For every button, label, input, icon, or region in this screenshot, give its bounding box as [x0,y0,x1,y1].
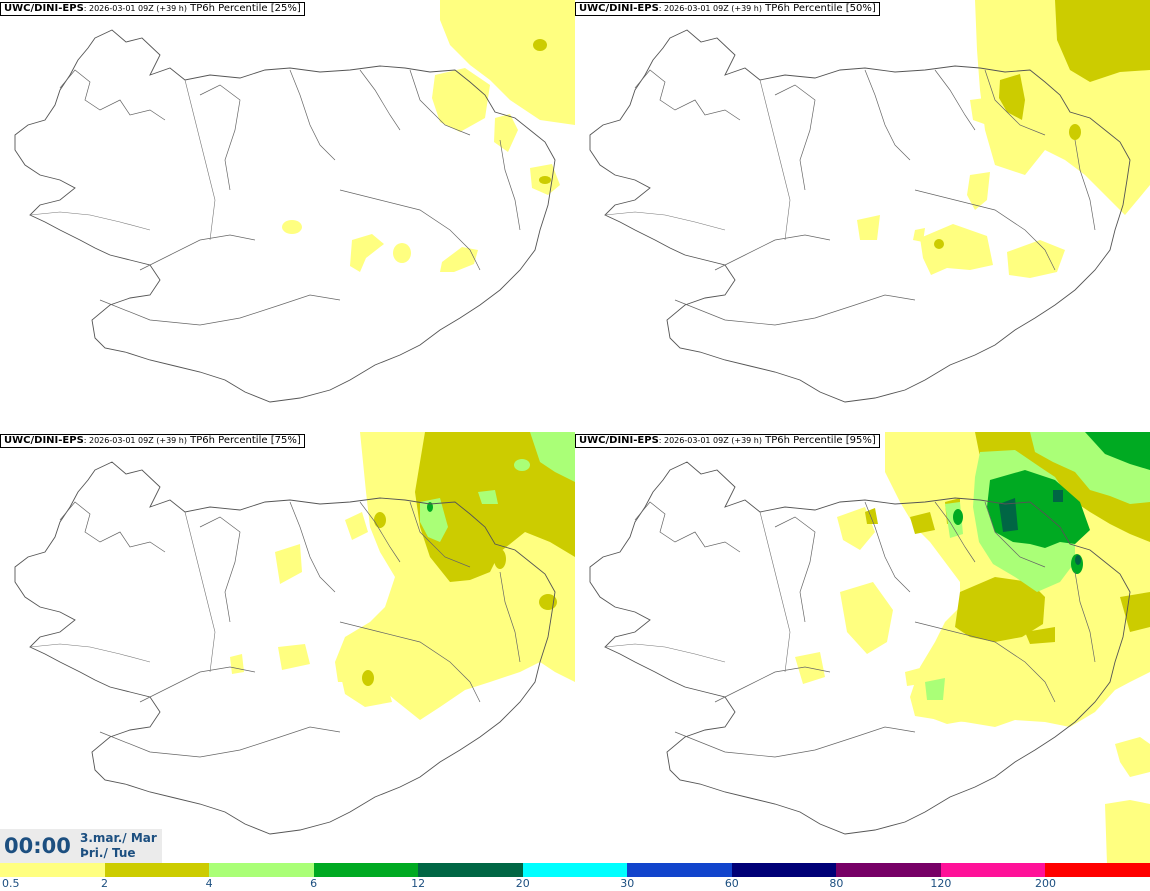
precip-map [589,432,1150,864]
colorbar-segment [940,863,1046,877]
map-panel-p95: UWC/DINI-EPS: 2026-03-01 09Z (+39 h) TP6… [575,432,1150,864]
map-panel-p25: UWC/DINI-EPS: 2026-03-01 09Z (+39 h) TP6… [0,0,575,432]
colorbar-tick-label: 200 [1034,877,1056,890]
colorbar-segment [104,863,210,877]
precip-map [14,0,575,403]
panel-title: UWC/DINI-EPS: 2026-03-01 09Z (+39 h) TP6… [575,2,880,16]
colorbar-segment [209,863,314,877]
colorbar-segment [0,863,105,877]
colorbar-tick-label: 4 [205,877,213,890]
colorbar-tick-label: 60 [724,877,739,890]
colorbar-tick-label: 6 [310,877,318,890]
colorbar-segment [418,863,523,877]
panel-title: UWC/DINI-EPS: 2026-03-01 09Z (+39 h) TP6… [0,2,305,16]
valid-date-line2: Þri./ Tue [80,846,136,860]
colorbar-tick-label: 2 [101,877,109,890]
colorbar-legend [0,863,1150,877]
map-panel-p75: UWC/DINI-EPS: 2026-03-01 09Z (+39 h) TP6… [0,432,575,864]
valid-time-box: 00:00 3.mar./ Mar Þri./ Tue [0,829,162,863]
colorbar-tick-label: 20 [515,877,530,890]
colorbar-labels: 0.5 2 4 6 12 20 30 60 80 120 200 [0,877,1150,891]
panel-title: UWC/DINI-EPS: 2026-03-01 09Z (+39 h) TP6… [575,434,880,448]
colorbar-segment [522,863,628,877]
colorbar-segment [313,863,419,877]
colorbar-tick-label: 12 [411,877,426,890]
colorbar-tick-label: 30 [620,877,635,890]
map-panel-p50: UWC/DINI-EPS: 2026-03-01 09Z (+39 h) TP6… [575,0,1150,432]
precip-map [589,0,1150,403]
colorbar-segment [627,863,732,877]
valid-date-line1: 3.mar./ Mar [80,831,157,845]
colorbar-segment [1045,863,1150,877]
colorbar-segment [731,863,837,877]
panel-title: UWC/DINI-EPS: 2026-03-01 09Z (+39 h) TP6… [0,434,305,448]
valid-time: 00:00 [4,834,71,858]
colorbar-segment [836,863,941,877]
precip-map [14,432,575,835]
colorbar-tick-label: 0.5 [2,877,20,890]
colorbar-tick-label: 80 [829,877,844,890]
colorbar-tick-label: 120 [930,877,952,890]
